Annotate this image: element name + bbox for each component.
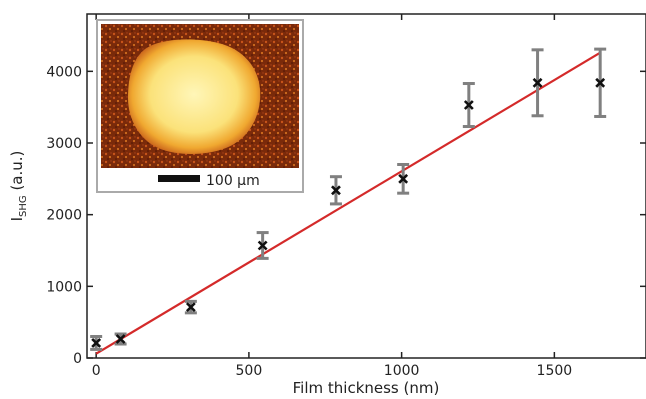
data-point-6: [463, 100, 474, 110]
y-axis-label-unit: (a.u.): [8, 151, 26, 196]
inset: 100 µm: [96, 19, 304, 193]
x-axis-ticks: 0 500 1000 1500: [92, 14, 572, 379]
y-tick-label-3000: 3000: [46, 136, 82, 152]
data-point-5: [398, 173, 409, 184]
y-axis-label-main: I: [8, 217, 26, 221]
x-tick-label-500: 500: [236, 363, 263, 379]
y-tick-label-2000: 2000: [46, 208, 82, 224]
data-point-8: [595, 77, 606, 88]
x-tick-label-1000: 1000: [384, 363, 420, 379]
y-tick-label-0: 0: [73, 351, 82, 367]
plot-frame: [86, 13, 646, 359]
x-axis-label: Film thickness (nm): [293, 379, 440, 397]
data-point-2: [185, 302, 196, 313]
data-point-3: [257, 240, 268, 251]
y-axis-ticks: 0 1000 2000 3000 4000: [46, 64, 646, 367]
y-axis-label: ISHG (a.u.): [8, 151, 29, 222]
scale-bar: [158, 175, 200, 182]
fit-line: [95, 51, 601, 355]
data-point-7: [532, 77, 543, 88]
y-tick-label-1000: 1000: [46, 279, 82, 295]
x-tick-label-1500: 1500: [537, 363, 573, 379]
data-point-1: [115, 334, 126, 344]
scale-bar-label: 100 µm: [206, 173, 260, 189]
data-point-4: [331, 185, 341, 196]
y-tick-label-4000: 4000: [46, 64, 82, 80]
x-tick-label-0: 0: [92, 363, 101, 379]
inset-bright-region: [128, 39, 261, 154]
data-points: [91, 77, 606, 348]
data-point-0: [91, 338, 102, 348]
y-axis-label-sub: SHG: [18, 195, 29, 217]
